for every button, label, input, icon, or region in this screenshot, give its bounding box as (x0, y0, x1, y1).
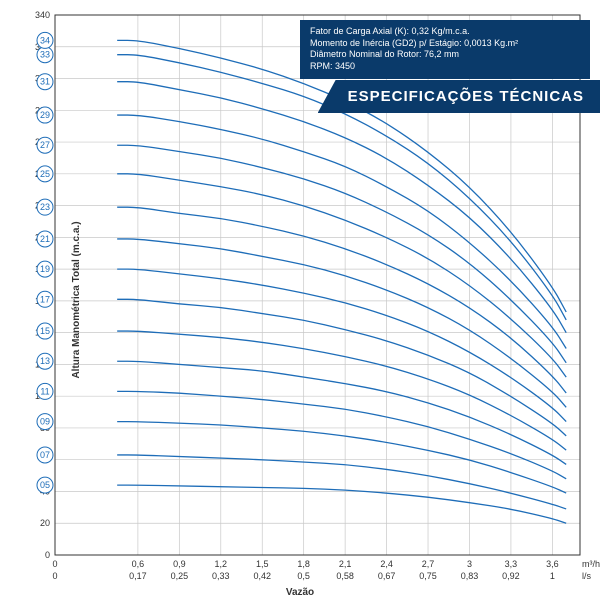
svg-text:2,4: 2,4 (380, 559, 393, 569)
info-line: RPM: 3450 (310, 61, 580, 73)
svg-text:27: 27 (40, 140, 50, 150)
svg-text:0,33: 0,33 (212, 571, 230, 581)
svg-text:34: 34 (40, 35, 50, 45)
svg-text:13: 13 (40, 356, 50, 366)
svg-text:0,25: 0,25 (171, 571, 189, 581)
svg-text:1,5: 1,5 (256, 559, 269, 569)
svg-text:25: 25 (40, 169, 50, 179)
svg-text:l/s: l/s (582, 571, 592, 581)
info-box: Fator de Carga Axial (K): 0,32 Kg/m.c.a.… (300, 20, 590, 79)
svg-text:0,42: 0,42 (253, 571, 271, 581)
svg-text:19: 19 (40, 264, 50, 274)
svg-text:09: 09 (40, 417, 50, 427)
svg-text:1,8: 1,8 (297, 559, 310, 569)
svg-text:31: 31 (40, 77, 50, 87)
svg-text:20: 20 (40, 518, 50, 528)
svg-text:3,6: 3,6 (546, 559, 559, 569)
info-line: Diâmetro Nominal do Rotor: 76,2 mm (310, 49, 580, 61)
y-axis-label: Altura Manométrica Total (m.c.a.) (71, 221, 82, 378)
svg-text:29: 29 (40, 110, 50, 120)
svg-text:0: 0 (45, 550, 50, 560)
svg-text:0,17: 0,17 (129, 571, 147, 581)
svg-text:2,7: 2,7 (422, 559, 435, 569)
svg-text:340: 340 (35, 10, 50, 20)
svg-text:0,67: 0,67 (378, 571, 396, 581)
svg-text:1: 1 (550, 571, 555, 581)
info-line: Momento de Inércia (GD2) p/ Estágio: 0,0… (310, 38, 580, 50)
svg-text:15: 15 (40, 326, 50, 336)
svg-text:11: 11 (40, 386, 49, 396)
tech-spec-banner: ESPECIFICAÇÕES TÉCNICAS (318, 80, 600, 113)
svg-text:0,92: 0,92 (502, 571, 520, 581)
svg-text:3: 3 (467, 559, 472, 569)
info-line: Fator de Carga Axial (K): 0,32 Kg/m.c.a. (310, 26, 580, 38)
tech-spec-text: ESPECIFICAÇÕES TÉCNICAS (348, 88, 584, 105)
svg-text:3,3: 3,3 (505, 559, 518, 569)
svg-text:0,5: 0,5 (297, 571, 310, 581)
svg-text:0,75: 0,75 (419, 571, 437, 581)
svg-text:33: 33 (40, 50, 50, 60)
svg-text:m³/h: m³/h (582, 559, 600, 569)
svg-text:21: 21 (40, 234, 50, 244)
svg-text:0: 0 (52, 559, 57, 569)
svg-text:2,1: 2,1 (339, 559, 352, 569)
x-axis-label: Vazão (286, 587, 314, 598)
svg-text:0,9: 0,9 (173, 559, 186, 569)
svg-text:0,6: 0,6 (132, 559, 145, 569)
svg-text:17: 17 (40, 294, 50, 304)
svg-text:0,58: 0,58 (336, 571, 354, 581)
svg-text:05: 05 (40, 480, 50, 490)
chart-container: Fator de Carga Axial (K): 0,32 Kg/m.c.a.… (0, 0, 600, 600)
svg-text:07: 07 (40, 450, 50, 460)
svg-text:23: 23 (40, 202, 50, 212)
svg-text:1,2: 1,2 (215, 559, 228, 569)
svg-text:0: 0 (52, 571, 57, 581)
svg-text:0,83: 0,83 (461, 571, 479, 581)
